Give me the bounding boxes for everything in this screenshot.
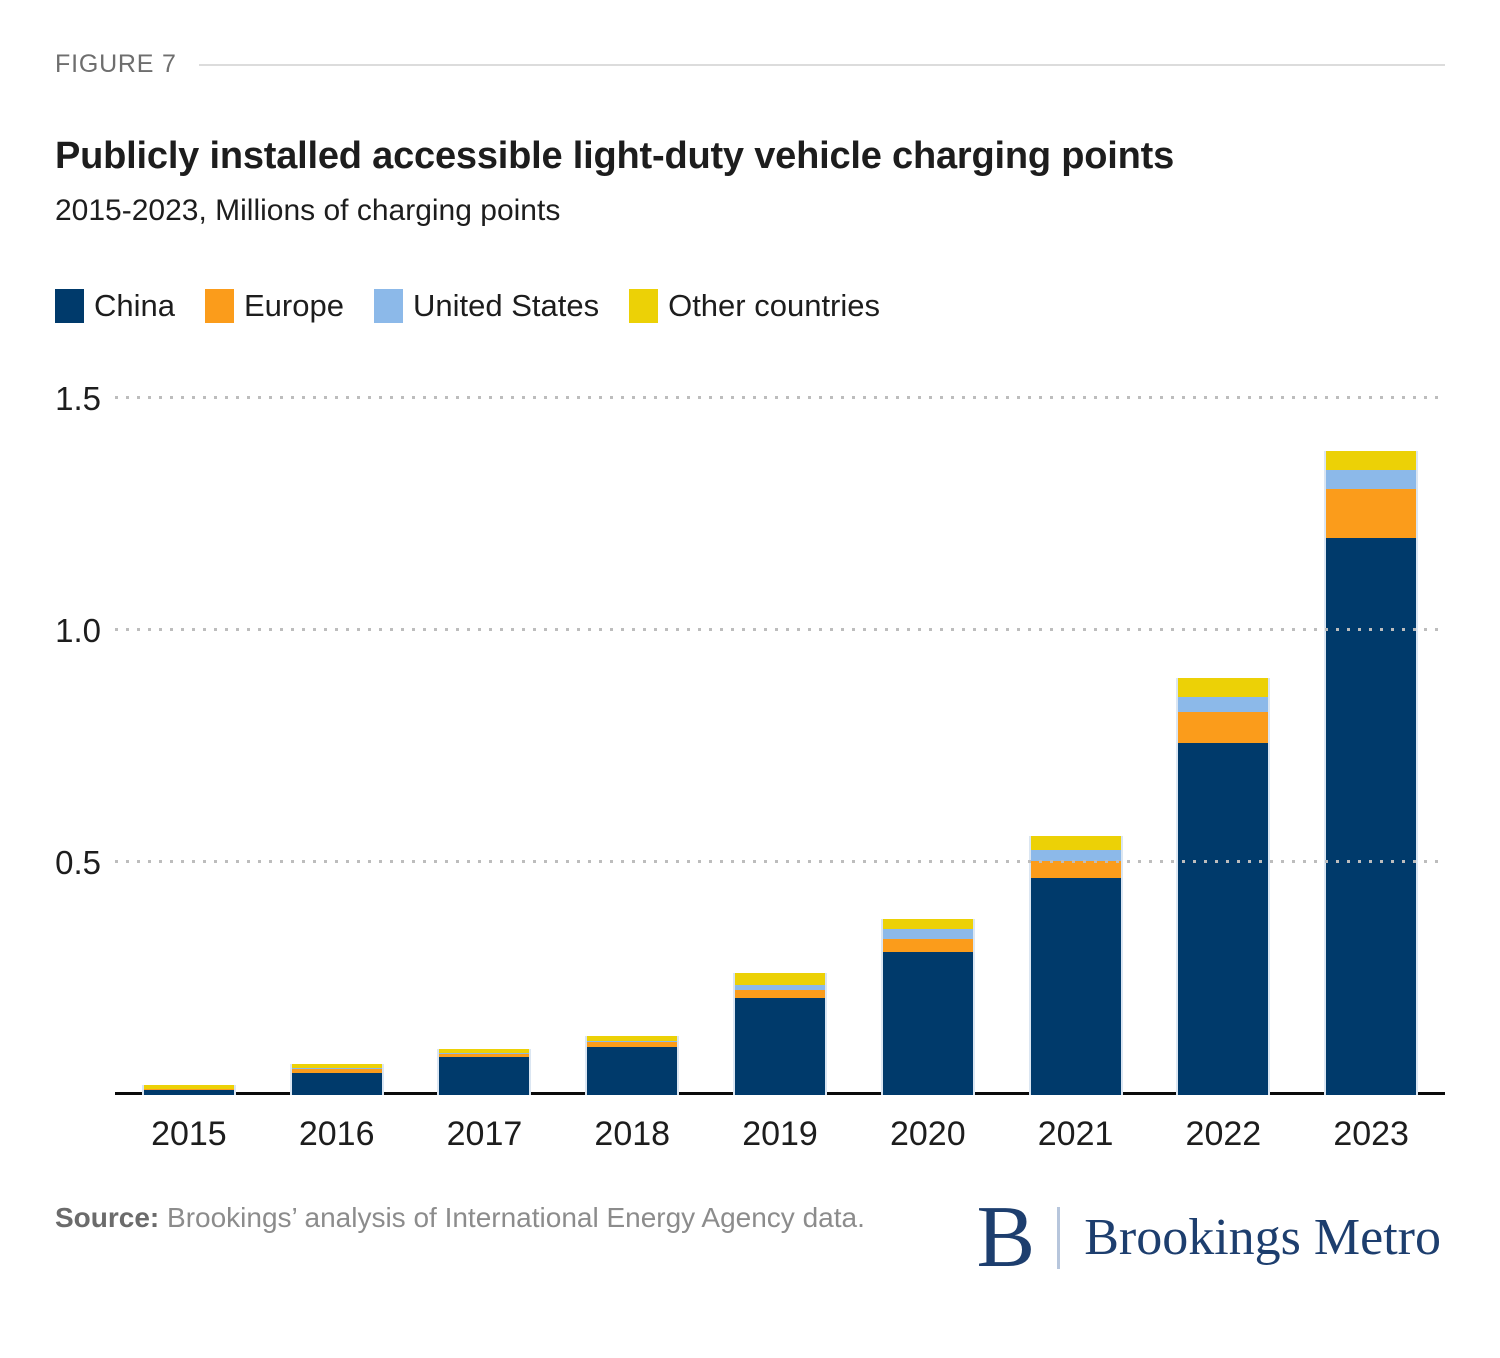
- gridline-1.0: [115, 628, 1443, 631]
- bar-segment-2015-united-states: [143, 1088, 234, 1090]
- chart-plot-area: 0.5 1.0 1.5: [55, 370, 1445, 1095]
- bar-segment-2017-united-states: [439, 1053, 530, 1055]
- legend-label: China: [94, 288, 175, 323]
- bar-segment-2020-united-states: [882, 929, 973, 939]
- bar-segment-2023-china: [1326, 538, 1417, 1095]
- bar-2015: [141, 1084, 236, 1095]
- x-label-2019: 2019: [742, 1115, 818, 1153]
- legend-swatch-icon: [629, 289, 659, 323]
- bar-column-2016: [263, 370, 411, 1095]
- x-label-2016: 2016: [298, 1115, 375, 1153]
- bar-segment-2023-other-countries: [1326, 450, 1417, 471]
- bar-segment-2022-other-countries: [1178, 678, 1269, 697]
- legend-item-europe: Europe: [205, 288, 344, 324]
- bar-segment-2022-china: [1178, 742, 1269, 1095]
- x-label-2023: 2023: [1333, 1115, 1409, 1153]
- bar-segment-2021-united-states: [1030, 850, 1121, 862]
- source-note: Source: Brookings’ analysis of Internati…: [55, 1196, 865, 1239]
- figure-label: FIGURE 7: [55, 50, 177, 78]
- bar-column-2019: [706, 370, 854, 1095]
- legend-label: Other countries: [668, 288, 881, 323]
- bar-2023: [1324, 450, 1419, 1095]
- legend-item-united-states: United States: [373, 288, 600, 324]
- legend-swatch-icon: [55, 289, 84, 323]
- bar-column-2018: [558, 370, 706, 1095]
- bar-segment-2018-united-states: [587, 1040, 678, 1042]
- ytick-label-1.5: 1.5: [55, 380, 101, 417]
- chart-subtitle: 2015-2023, Millions of charging points: [55, 194, 561, 227]
- x-label-2018: 2018: [594, 1115, 671, 1153]
- bar-segment-2021-europe: [1030, 861, 1121, 878]
- bar-segment-2022-united-states: [1178, 696, 1269, 713]
- legend-swatch-icon: [205, 289, 234, 323]
- header-rule: [198, 63, 1445, 66]
- bar-segment-2019-other-countries: [735, 973, 826, 985]
- bar-2019: [733, 973, 828, 1095]
- bar-column-2015: [115, 370, 263, 1095]
- bar-segment-2022-europe: [1178, 712, 1269, 743]
- bar-segment-2018-china: [587, 1046, 678, 1095]
- x-label-2015: 2015: [151, 1115, 227, 1153]
- x-label-2020: 2020: [889, 1115, 966, 1153]
- x-label-2017: 2017: [446, 1115, 523, 1153]
- bar-segment-2020-china: [882, 952, 973, 1095]
- bar-2021: [1028, 836, 1123, 1095]
- legend-label: United States: [412, 288, 600, 323]
- bar-column-2017: [411, 370, 559, 1095]
- bar-segment-2018-other-countries: [587, 1035, 678, 1041]
- gridline-0.5: [115, 860, 1443, 863]
- x-label-2022: 2022: [1185, 1115, 1262, 1153]
- bar-segment-2017-other-countries: [439, 1048, 530, 1054]
- bar-segment-2016-other-countries: [291, 1063, 382, 1069]
- bar-segment-2021-china: [1030, 877, 1121, 1095]
- bar-segment-2018-europe: [587, 1041, 678, 1047]
- bar-segment-2017-china: [439, 1057, 530, 1095]
- bar-segment-2019-china: [735, 997, 826, 1095]
- bar-segment-2020-europe: [882, 938, 973, 953]
- bar-2018: [585, 1035, 680, 1095]
- gridline-1.5: [115, 396, 1443, 399]
- source-text: Brookings’ analysis of International Ene…: [167, 1202, 865, 1233]
- x-label-2021: 2021: [1037, 1115, 1114, 1153]
- bar-segment-2016-china: [291, 1072, 382, 1095]
- bar-segment-2015-other-countries: [143, 1084, 234, 1089]
- legend-swatch-icon: [373, 289, 403, 323]
- ytick-label-1.0: 1.0: [55, 612, 101, 649]
- bar-segment-2019-united-states: [735, 984, 826, 990]
- bar-column-2021: [1002, 370, 1150, 1095]
- legend-label: Europe: [244, 288, 344, 323]
- bars-container: [115, 370, 1445, 1095]
- bar-2022: [1176, 678, 1271, 1095]
- bar-segment-2016-europe: [291, 1069, 382, 1073]
- bar-2017: [437, 1048, 532, 1095]
- brookings-b-logo-icon: B: [976, 1189, 1036, 1286]
- bar-column-2022: [1149, 370, 1297, 1095]
- logo-name: Brookings Metro: [1084, 1209, 1441, 1267]
- ytick-label-0.5: 0.5: [55, 844, 101, 881]
- bar-2020: [880, 918, 975, 1095]
- bar-segment-2016-united-states: [291, 1068, 382, 1070]
- chart-title: Publicly installed accessible light-duty…: [55, 135, 1175, 177]
- bar-segment-2015-europe: [143, 1089, 234, 1090]
- source-prefix: Source:: [55, 1202, 160, 1233]
- bar-segment-2015-china: [143, 1089, 234, 1095]
- bar-segment-2023-europe: [1326, 488, 1417, 539]
- legend-item-china: China: [55, 288, 175, 324]
- bar-segment-2017-europe: [439, 1054, 530, 1057]
- brookings-metro-logo: B Brookings Metro: [976, 1189, 1441, 1286]
- chart-legend: China Europe United States Other countries: [55, 288, 1445, 324]
- footer: Source: Brookings’ analysis of Internati…: [55, 1189, 1445, 1286]
- bar-2016: [289, 1063, 384, 1095]
- bar-segment-2020-other-countries: [882, 918, 973, 930]
- x-axis-labels: 2015 2016 2017 2018 2019 2020 2021 2022 2023: [115, 1095, 1445, 1154]
- bar-column-2020: [854, 370, 1002, 1095]
- bar-segment-2023-united-states: [1326, 470, 1417, 489]
- legend-item-other-countries: Other countries: [629, 288, 880, 324]
- figure-header: FIGURE 7: [55, 50, 1445, 79]
- bar-column-2023: [1297, 370, 1445, 1095]
- bar-segment-2019-europe: [735, 989, 826, 998]
- logo-divider: [1057, 1206, 1061, 1269]
- bar-segment-2021-other-countries: [1030, 836, 1121, 851]
